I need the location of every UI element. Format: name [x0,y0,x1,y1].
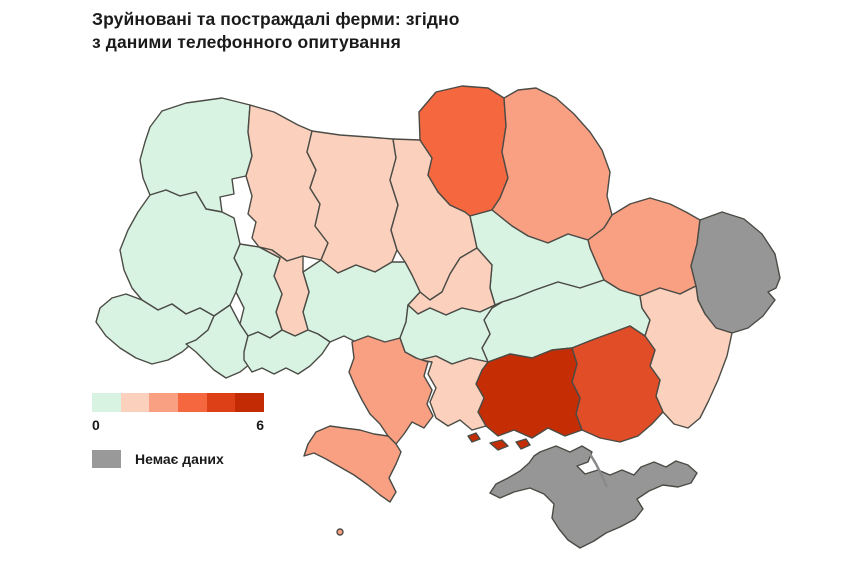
scale-swatch-3 [178,393,207,412]
region-ivano-frankivsk [185,304,251,379]
scale-swatch-0 [92,393,121,412]
region-zaporizhzhia [571,325,664,443]
scale-min-label: 0 [92,417,100,433]
map-title: Зруйновані та постраждалі ферми: згідно … [92,8,652,54]
color-scale-labels: 0 6 [92,417,264,433]
region-sumy [491,87,613,244]
title-line-1: Зруйновані та постраждалі ферми: згідно [92,9,460,29]
no-data-swatch [92,450,121,468]
region-odesa-budjak [303,425,402,503]
region-lviv [119,189,243,317]
region-kherson-islet-2 [489,439,509,451]
snake-island [336,528,344,536]
arabat-spit [588,453,609,488]
scale-swatch-1 [120,393,150,412]
legend: 0 6 Немає даних [92,393,265,468]
no-data-legend-row: Немає даних [92,450,264,468]
region-chernivtsi [243,329,331,375]
region-kherson [475,347,583,439]
region-zakarpattia [95,293,215,365]
scale-swatch-4 [206,393,236,412]
scale-swatch-5 [235,393,265,412]
region-mykolaiv [419,355,489,431]
scale-swatch-2 [149,393,179,412]
region-kherson-islet-1 [467,432,481,443]
color-scale [92,393,265,412]
no-data-label: Немає даних [135,451,224,467]
title-line-2: з даними телефонного опитування [92,32,401,53]
region-crimea [489,445,698,549]
region-ternopil [233,243,283,339]
region-kherson-islet-3 [515,438,531,450]
scale-max-label: 6 [256,417,264,433]
region-odesa-main [348,335,434,445]
region-volyn [139,97,253,213]
